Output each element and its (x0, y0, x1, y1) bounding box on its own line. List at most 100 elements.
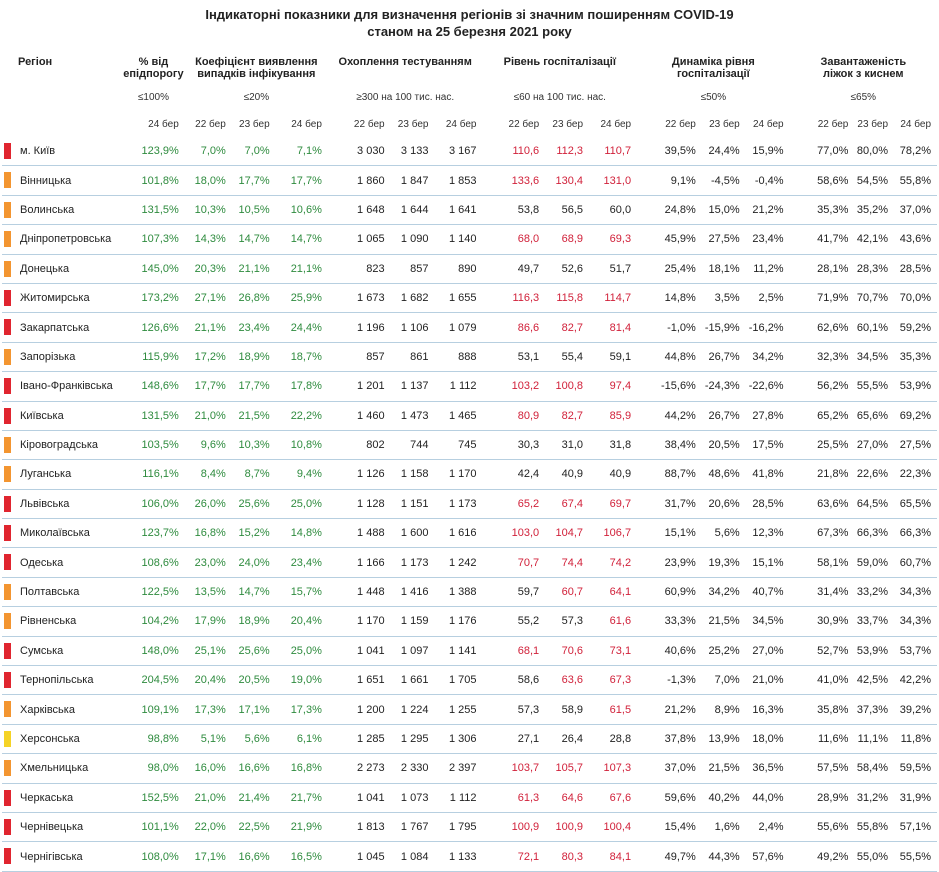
coefficient-cell: 25,6% (238, 644, 270, 657)
status-marker (4, 642, 11, 659)
testing-cell: 2 273 (357, 762, 385, 775)
oxygen-beds-cell: 32,3% (817, 350, 849, 363)
hosp-dynamics-cell: 26,7% (708, 350, 740, 363)
day-label: 24 бер (752, 119, 784, 130)
hosp-dynamics-cell: 3,5% (714, 292, 740, 305)
testing-cell: 1 196 (357, 321, 385, 334)
day-label: 22 бер (195, 119, 226, 130)
coefficient-cell: 25,6% (238, 497, 270, 510)
table-row: Запорізька 115,9% 17,2% 18,9% 18,7% 857 861 888… (2, 342, 937, 372)
coefficient-cell: 14,7% (238, 233, 270, 246)
hosp-dynamics-cell: 39,5% (664, 145, 696, 158)
testing-cell: 1 106 (400, 321, 429, 334)
hospitalization-cell: 100,4 (603, 821, 632, 834)
hospitalization-cell: 114,7 (604, 292, 632, 305)
hospitalization-cell: 27,1 (517, 733, 540, 745)
hospitalization-cell: 51,7 (609, 262, 632, 275)
oxygen-beds-cell: 22,6% (856, 468, 889, 481)
table-row: Кіровоградська 103,5% 9,6% 10,3% 10,8% 802 744… (2, 430, 937, 460)
hospitalization-cell: 42,4 (517, 468, 540, 481)
table-row: Дніпропетровська 107,3% 14,3% 14,7% 14,7% 1 0… (2, 225, 937, 255)
hospitalization-cell: 49,7 (517, 262, 540, 275)
region-cell: Луганська (2, 460, 122, 489)
testing-cell: 1 648 (357, 203, 385, 216)
testing-cell: 1 224 (400, 703, 429, 716)
region-cell: Чернігівська (2, 842, 122, 871)
region-name: Черкаська (20, 791, 74, 804)
testing-cell: 857 (410, 262, 429, 275)
region-name: Тернопільська (20, 674, 94, 687)
hosp-dynamics-cell: 40,2% (708, 791, 740, 804)
day-label: 24 бер (291, 119, 322, 130)
status-marker (4, 583, 11, 600)
pct-threshold-cell: 108,0% (141, 850, 179, 863)
oxygen-beds-cell: 37,3% (856, 703, 889, 716)
region-name: Полтавська (20, 586, 80, 599)
coefficient-cell: 23,4% (290, 556, 322, 569)
hosp-dynamics-cell: 20,6% (708, 497, 740, 510)
hosp-dynamics-cell: 11,2% (753, 262, 784, 275)
coefficient-cell: 21,1% (194, 321, 226, 334)
hosp-dynamics-cell: 40,6% (664, 644, 696, 657)
hospitalization-cell: 82,7 (561, 409, 584, 422)
oxygen-beds-cell: 70,7% (856, 292, 889, 305)
coefficient-cell: 26,8% (238, 292, 270, 305)
region-cell: Волинська (2, 195, 122, 224)
oxygen-beds-cell: 60,1% (856, 321, 889, 334)
oxygen-beds-cell: 54,5% (856, 174, 889, 187)
region-name: Дніпропетровська (20, 233, 112, 246)
testing-cell: 1 661 (400, 674, 429, 687)
coefficient-cell: 14,7% (290, 233, 322, 246)
hosp-dynamics-cell: 44,3% (708, 850, 740, 863)
oxygen-beds-cell: 28,5% (899, 262, 931, 275)
hospitalization-cell: 67,3 (609, 674, 632, 687)
coefficient-cell: 24,4% (290, 321, 322, 334)
hospitalization-cell: 59,7 (517, 586, 540, 599)
region-name: Житомирська (20, 292, 90, 305)
title-line-1: Індикаторні показники для визначення рег… (205, 7, 734, 22)
hospitalization-cell: 85,9 (609, 409, 632, 422)
coefficient-cell: 5,6% (244, 733, 270, 745)
hospitalization-cell: 30,3 (517, 439, 540, 452)
oxygen-beds-cell: 58,4% (856, 762, 889, 775)
day-label: 23 бер (397, 119, 429, 130)
hospitalization-cell: 103,7 (511, 762, 540, 775)
coefficient-cell: 19,0% (290, 674, 322, 687)
limit-coefficient: ≤20% (243, 92, 270, 103)
hospitalization-cell: 103,2 (511, 380, 540, 393)
testing-cell: 1 682 (400, 292, 429, 305)
table-row: Вінницька 101,8% 18,0% 17,7% 17,7% 1 860 1 847… (2, 166, 937, 196)
coefficient-cell: 17,3% (194, 703, 226, 716)
coefficient-cell: 26,0% (194, 497, 226, 510)
hosp-dynamics-cell: 27,5% (708, 233, 740, 246)
hosp-dynamics-cell: 25,2% (708, 644, 740, 657)
limit-testing: ≥300 на 100 тис. нас. (356, 92, 455, 103)
region-name: Закарпатська (20, 321, 90, 334)
pct-threshold-cell: 107,3% (141, 233, 179, 246)
oxygen-beds-cell: 55,5% (856, 380, 889, 393)
pct-threshold-cell: 122,5% (141, 586, 179, 599)
pct-threshold-cell: 116,1% (142, 468, 179, 481)
oxygen-beds-cell: 80,0% (856, 145, 889, 158)
testing-cell: 1 090 (400, 233, 429, 246)
oxygen-beds-cell: 31,4% (817, 586, 849, 599)
testing-cell: 1 140 (448, 233, 477, 246)
region-name: Харківська (20, 703, 75, 716)
status-marker (4, 701, 11, 718)
coefficient-cell: 25,0% (290, 497, 322, 510)
limit-hosp-dynamics: ≤50% (700, 92, 727, 103)
day-label: 24 бер (445, 119, 477, 130)
coefficient-cell: 6,1% (296, 733, 322, 745)
coefficient-cell: 14,7% (238, 586, 270, 599)
hosp-dynamics-cell: 13,9% (708, 733, 740, 745)
header-hospitalization: Рівень госпіталізації (503, 56, 616, 68)
hospitalization-cell: 61,5 (609, 703, 632, 716)
coefficient-cell: 20,3% (194, 262, 226, 275)
pct-threshold-cell: 152,5% (141, 791, 179, 804)
hospitalization-cell: 80,3 (561, 850, 584, 863)
region-name: Херсонська (20, 733, 80, 745)
hosp-dynamics-cell: 15,0% (708, 203, 740, 216)
pct-threshold-cell: 145,0% (141, 262, 179, 275)
coefficient-cell: 10,8% (290, 439, 322, 452)
status-marker (4, 378, 11, 395)
